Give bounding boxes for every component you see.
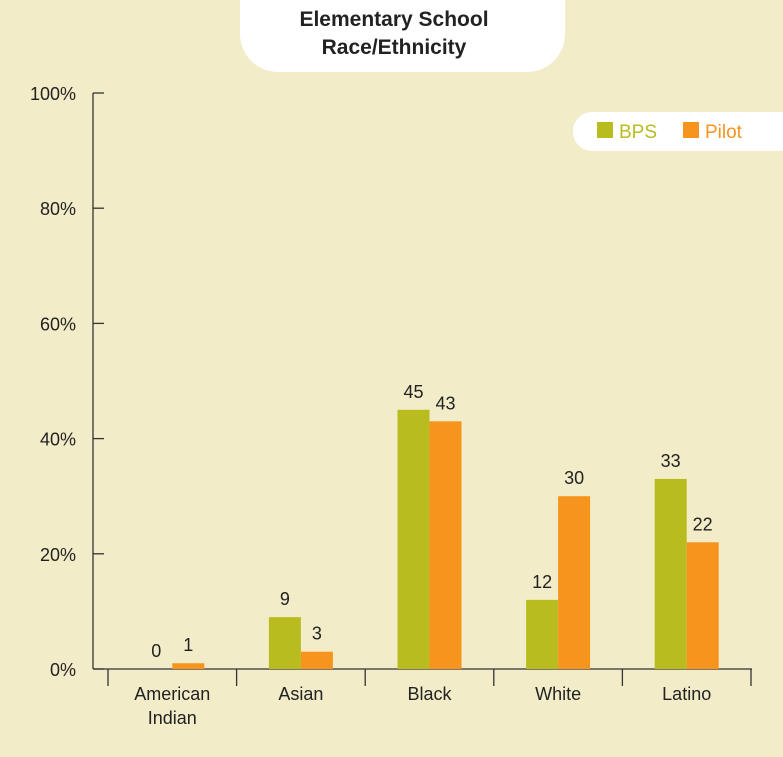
bar-bps — [397, 409, 430, 669]
bars — [172, 409, 719, 669]
chart-title-line-1: Elementary School — [299, 8, 488, 31]
data-label: 30 — [564, 468, 584, 488]
chart-title-line-2: Race/Ethnicity — [322, 36, 467, 59]
bar-bps — [268, 617, 301, 669]
axes: 0% 20% 40% 60% 80% 100% American Indian Asian Bla… — [30, 84, 752, 728]
bar-bps — [526, 599, 559, 669]
x-tick-label: Indian — [148, 708, 197, 728]
data-label: 9 — [280, 589, 290, 609]
data-label: 3 — [312, 624, 322, 644]
data-label: 43 — [435, 393, 455, 413]
legend-label-pilot: Pilot — [705, 122, 743, 143]
legend-swatch-pilot — [683, 122, 699, 138]
bar-pilot — [172, 663, 205, 669]
bar-pilot — [429, 421, 462, 669]
data-label: 12 — [532, 572, 552, 592]
x-tick-label: White — [535, 684, 581, 704]
data-label: 45 — [403, 382, 423, 402]
data-label: 1 — [183, 635, 193, 655]
bar-bps — [654, 478, 687, 669]
y-tick-label: 100% — [30, 84, 76, 104]
data-label: 0 — [151, 641, 161, 661]
x-tick-label: American — [134, 684, 210, 704]
bar-pilot — [300, 651, 333, 669]
legend-label-bps: BPS — [619, 122, 657, 143]
y-tick-label: 80% — [40, 199, 76, 219]
data-labels: 0 1 9 3 45 43 12 30 33 22 — [151, 382, 712, 661]
x-tick-label: Latino — [662, 684, 711, 704]
data-label: 33 — [661, 451, 681, 471]
title-panel — [240, 0, 565, 72]
x-tick-label: Black — [407, 684, 452, 704]
y-tick-label: 0% — [50, 660, 76, 680]
data-label: 22 — [693, 514, 713, 534]
y-tick-label: 60% — [40, 314, 76, 334]
legend-swatch-bps — [597, 122, 613, 138]
legend-panel — [573, 112, 783, 151]
legend: BPS Pilot — [597, 122, 743, 143]
y-tick-label: 40% — [40, 430, 76, 450]
bar-pilot — [558, 496, 591, 669]
bar-pilot — [686, 542, 719, 669]
x-tick-label: Asian — [278, 684, 323, 704]
y-tick-label: 20% — [40, 545, 76, 565]
